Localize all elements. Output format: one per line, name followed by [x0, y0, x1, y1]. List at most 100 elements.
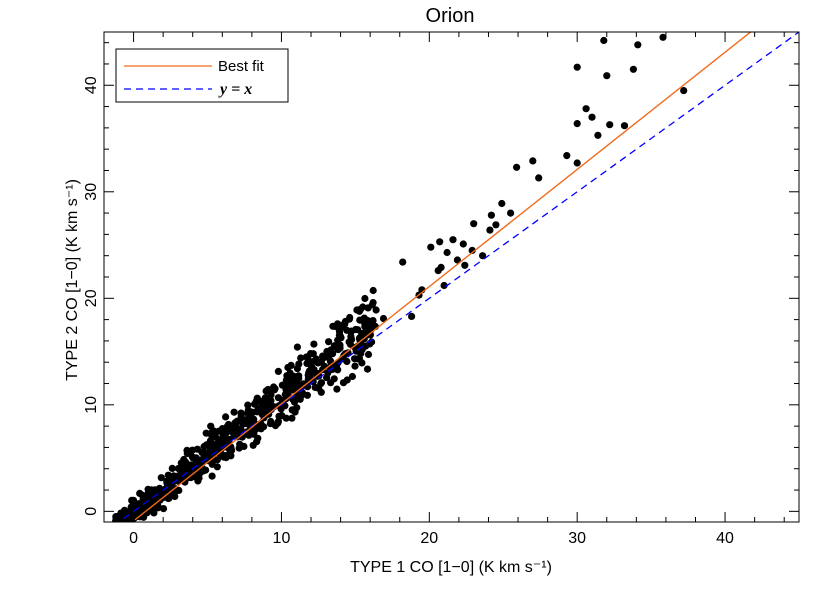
data-point: [573, 63, 581, 71]
data-point: [159, 505, 168, 513]
data-point: [468, 246, 476, 254]
data-point: [535, 174, 543, 182]
data-point: [364, 304, 372, 312]
data-point: [317, 388, 325, 396]
data-point: [287, 386, 295, 394]
data-point: [335, 322, 343, 330]
y-tick-label: 20: [83, 289, 100, 307]
data-point: [148, 498, 156, 506]
data-point: [231, 419, 239, 427]
data-point: [507, 209, 515, 217]
data-point: [351, 362, 359, 370]
data-point: [127, 503, 135, 511]
data-point: [314, 359, 322, 367]
data-point: [304, 359, 312, 367]
data-point: [235, 444, 243, 452]
data-point: [179, 471, 187, 479]
data-point: [166, 480, 174, 488]
data-point: [364, 350, 373, 359]
data-point: [202, 466, 210, 474]
x-tick-label: 0: [129, 530, 138, 547]
legend-box: [115, 48, 289, 103]
data-point: [288, 406, 296, 414]
data-point: [453, 256, 461, 264]
data-point: [330, 375, 338, 383]
data-point: [408, 312, 416, 320]
data-point: [305, 369, 313, 377]
data-point: [151, 486, 159, 494]
data-point: [222, 429, 230, 437]
data-point: [634, 41, 642, 49]
data-point: [372, 306, 380, 314]
y-tick-label: 10: [83, 396, 100, 414]
data-point: [330, 342, 339, 350]
data-point: [297, 354, 305, 362]
data-point: [214, 441, 222, 449]
data-point: [222, 413, 230, 421]
lines-layer: [117, 32, 799, 522]
data-point: [366, 322, 374, 330]
y-tick-label: 30: [83, 183, 100, 201]
chart-title: Orion: [426, 5, 475, 27]
data-point: [369, 317, 377, 325]
data-point: [209, 430, 217, 438]
data-point: [427, 243, 435, 251]
data-point: [333, 385, 341, 393]
data-point: [295, 360, 303, 368]
data-point: [173, 472, 181, 480]
data-point: [363, 365, 372, 373]
data-point: [479, 252, 487, 260]
data-point: [573, 120, 581, 128]
legend-label-identity: y = x: [218, 81, 252, 98]
data-point: [202, 429, 210, 437]
data-point: [659, 33, 667, 41]
data-point: [487, 211, 495, 219]
data-point: [434, 267, 442, 275]
data-point: [368, 338, 376, 346]
data-point: [343, 357, 351, 366]
data-point: [164, 494, 172, 503]
identity-line: [117, 32, 799, 522]
data-point: [288, 375, 297, 383]
data-point: [208, 472, 216, 480]
data-point: [207, 445, 215, 453]
legend-label-best-fit: Best fit: [218, 58, 265, 75]
data-point: [486, 226, 494, 234]
data-point: [230, 408, 238, 416]
data-point: [582, 105, 590, 113]
data-point: [130, 496, 138, 504]
data-point: [343, 326, 351, 334]
data-point: [220, 453, 228, 461]
data-point: [187, 474, 195, 482]
data-point: [317, 379, 326, 387]
data-point: [270, 383, 278, 391]
data-point: [379, 314, 388, 323]
data-point: [215, 427, 223, 435]
data-point: [459, 240, 467, 248]
data-point: [201, 448, 209, 457]
y-tick-label: 40: [83, 76, 100, 94]
data-point: [399, 258, 407, 266]
data-point: [498, 199, 506, 208]
data-point: [620, 122, 629, 130]
data-point: [573, 159, 581, 167]
data-point: [336, 344, 344, 352]
data-point: [274, 367, 282, 375]
data-point: [278, 412, 286, 420]
data-point: [346, 313, 354, 322]
data-point: [157, 474, 165, 482]
data-point: [249, 441, 257, 449]
data-point: [461, 261, 469, 269]
data-point: [141, 498, 149, 506]
data-point: [470, 220, 478, 228]
data-point: [168, 464, 176, 472]
axes-layer: 0 10 20 30 40 0 10 20 30 40: [83, 31, 800, 547]
data-point: [237, 409, 245, 417]
data-point: [529, 157, 537, 165]
data-point: [436, 238, 444, 246]
data-point: [258, 399, 266, 408]
x-tick-label: 20: [420, 530, 438, 547]
data-point: [629, 65, 638, 73]
data-point: [600, 36, 608, 45]
